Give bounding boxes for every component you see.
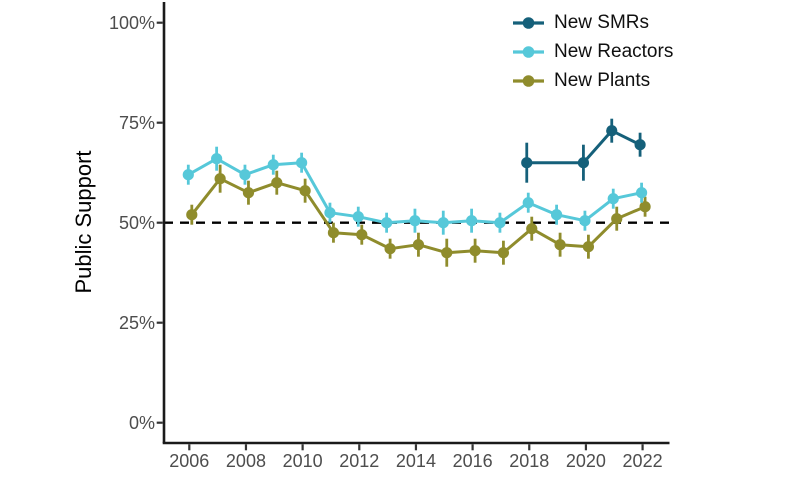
- x-tick-label: 2010: [283, 451, 323, 471]
- data-point-new-reactors: [239, 169, 251, 181]
- legend-label-new-reactors: New Reactors: [554, 40, 674, 62]
- data-point-new-plants: [412, 239, 425, 251]
- data-point-new-plants: [356, 229, 368, 241]
- y-tick-label: 50%: [119, 213, 155, 233]
- x-tick-label: 2006: [169, 451, 209, 471]
- data-point-new-plants: [526, 223, 538, 235]
- data-point-new-plants: [469, 245, 481, 257]
- x-tick-label: 2014: [396, 451, 436, 471]
- x-tick-label: 2020: [566, 451, 606, 471]
- data-point-new-plants: [554, 239, 566, 251]
- data-point-new-smrs: [606, 125, 618, 137]
- data-point-new-reactors: [381, 217, 393, 229]
- data-point-new-plants: [242, 187, 255, 199]
- legend-marker-new-smrs-icon: [513, 16, 544, 29]
- x-tick-label: 2018: [509, 451, 549, 471]
- legend-item-new-plants: New Plants: [512, 66, 673, 95]
- data-point-new-plants: [639, 201, 651, 213]
- data-point-new-reactors: [466, 215, 478, 227]
- data-point-new-reactors: [211, 153, 223, 165]
- y-tick-label: 100%: [109, 13, 155, 33]
- data-point-new-smrs: [577, 157, 590, 169]
- data-point-new-plants: [271, 177, 283, 189]
- data-point-new-plants: [441, 247, 453, 259]
- data-point-new-reactors: [579, 215, 591, 227]
- data-point-new-reactors: [409, 215, 421, 227]
- x-tick-label: 2012: [339, 451, 379, 471]
- y-tick-label: 0%: [129, 413, 155, 433]
- series-line-new-smrs: [525, 129, 642, 165]
- legend-label-new-smrs: New SMRs: [554, 11, 650, 33]
- data-point-new-reactors: [607, 193, 619, 205]
- y-axis-title: Public Support: [71, 150, 96, 294]
- data-point-new-plants: [611, 213, 623, 225]
- y-tick-label: 75%: [119, 113, 155, 133]
- legend-item-new-smrs: New SMRs: [512, 8, 673, 37]
- y-tick-label: 25%: [119, 313, 155, 333]
- x-tick-label: 2022: [623, 451, 663, 471]
- data-point-new-plants: [582, 241, 595, 253]
- data-point-new-reactors: [437, 217, 449, 229]
- x-tick-label: 2008: [226, 451, 266, 471]
- data-point-new-reactors: [267, 159, 279, 171]
- data-point-new-reactors: [494, 217, 506, 229]
- data-point-new-reactors: [352, 211, 364, 223]
- data-point-new-smrs: [634, 139, 646, 151]
- data-point-new-reactors: [182, 169, 194, 181]
- legend-marker-new-plants-icon: [513, 74, 544, 87]
- data-point-new-plants: [327, 227, 340, 239]
- data-point-new-reactors: [296, 157, 308, 169]
- data-point-new-plants: [186, 209, 198, 221]
- data-point-new-plants: [299, 185, 311, 197]
- legend: New SMRs New Reactors New Plants: [512, 8, 673, 95]
- data-point-new-reactors: [324, 207, 336, 219]
- legend-label-new-plants: New Plants: [554, 69, 651, 91]
- data-point-new-plants: [214, 173, 226, 185]
- data-point-new-smrs: [521, 157, 533, 169]
- data-point-new-reactors: [550, 209, 563, 221]
- legend-marker-new-reactors-icon: [513, 45, 544, 58]
- data-point-new-plants: [497, 247, 510, 259]
- data-point-new-reactors: [635, 187, 648, 199]
- legend-item-new-reactors: New Reactors: [512, 37, 673, 66]
- data-point-new-reactors: [522, 197, 534, 209]
- data-point-new-plants: [384, 243, 396, 255]
- x-tick-label: 2016: [453, 451, 493, 471]
